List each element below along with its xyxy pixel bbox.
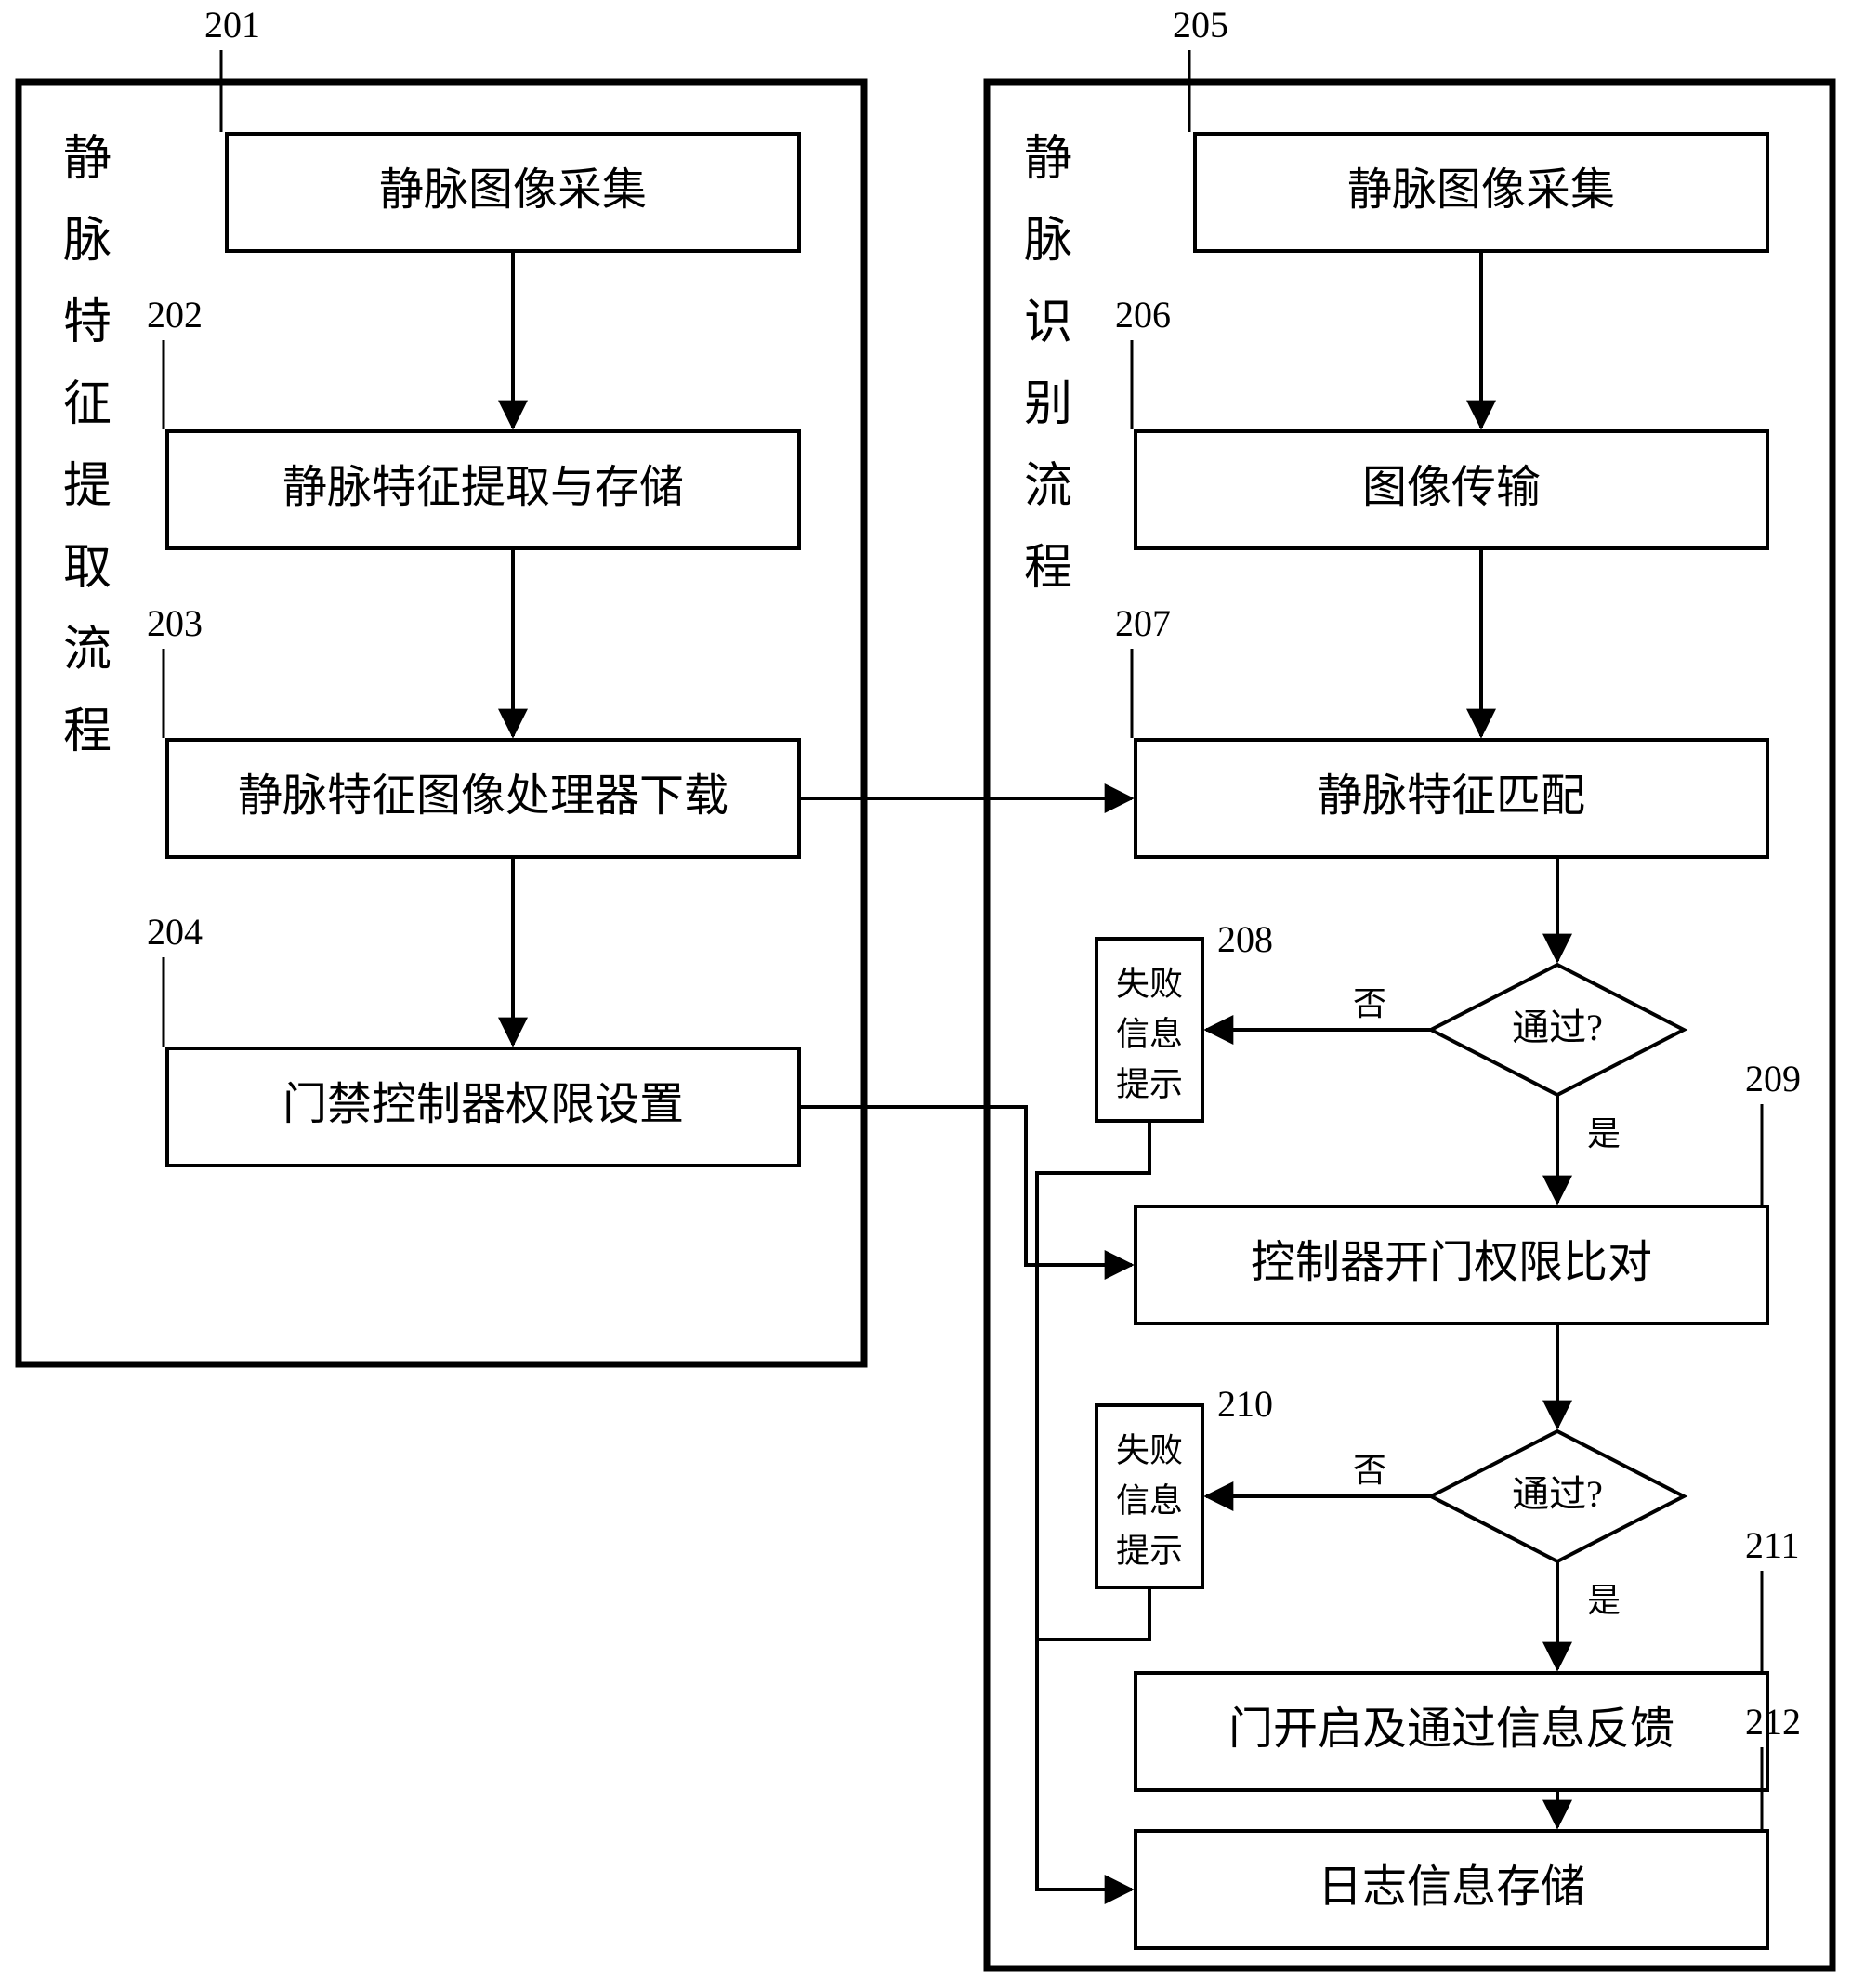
svg-text:提示: 提示 xyxy=(1116,1532,1183,1569)
svg-text:门禁控制器权限设置: 门禁控制器权限设置 xyxy=(282,1080,684,1129)
svg-text:204: 204 xyxy=(147,911,203,953)
svg-text:208: 208 xyxy=(1217,918,1273,960)
svg-text:特: 特 xyxy=(63,296,112,349)
svg-text:202: 202 xyxy=(147,294,203,336)
svg-text:信息: 信息 xyxy=(1116,1015,1183,1052)
svg-text:静: 静 xyxy=(63,133,112,186)
svg-text:静: 静 xyxy=(1024,133,1072,186)
svg-text:信息: 信息 xyxy=(1116,1481,1183,1519)
svg-text:识: 识 xyxy=(1024,296,1072,349)
svg-text:静脉特征提取与存储: 静脉特征提取与存储 xyxy=(282,463,684,512)
svg-text:程: 程 xyxy=(1024,542,1072,595)
svg-text:否: 否 xyxy=(1353,985,1386,1022)
svg-text:206: 206 xyxy=(1115,294,1171,336)
svg-text:流: 流 xyxy=(63,624,112,677)
svg-text:控制器开门权限比对: 控制器开门权限比对 xyxy=(1251,1238,1652,1287)
svg-text:211: 211 xyxy=(1745,1524,1800,1566)
svg-text:门开启及通过信息反馈: 门开启及通过信息反馈 xyxy=(1228,1705,1674,1754)
svg-text:提示: 提示 xyxy=(1116,1065,1183,1102)
flowchart-svg: 静脉特征提取流程静脉图像采集201静脉特征提取与存储202静脉特征图像处理器下载… xyxy=(0,0,1851,1988)
svg-text:脉: 脉 xyxy=(1024,215,1072,268)
svg-text:静脉特征匹配: 静脉特征匹配 xyxy=(1318,771,1585,821)
svg-text:是: 是 xyxy=(1587,1115,1621,1152)
svg-text:通过?: 通过? xyxy=(1512,1473,1603,1515)
svg-text:203: 203 xyxy=(147,602,203,644)
svg-text:别: 别 xyxy=(1024,378,1072,431)
svg-text:日志信息存储: 日志信息存储 xyxy=(1318,1863,1585,1912)
svg-text:209: 209 xyxy=(1745,1058,1801,1099)
svg-text:205: 205 xyxy=(1173,4,1228,46)
svg-text:207: 207 xyxy=(1115,602,1171,644)
svg-text:是: 是 xyxy=(1587,1582,1621,1619)
svg-text:210: 210 xyxy=(1217,1383,1273,1425)
svg-text:流: 流 xyxy=(1024,460,1072,513)
svg-text:201: 201 xyxy=(204,4,260,46)
svg-text:提: 提 xyxy=(63,460,112,513)
svg-text:征: 征 xyxy=(63,378,112,431)
svg-text:静脉图像采集: 静脉图像采集 xyxy=(379,165,647,215)
svg-text:静脉特征图像处理器下载: 静脉特征图像处理器下载 xyxy=(238,771,729,821)
svg-text:失败: 失败 xyxy=(1116,965,1183,1002)
svg-text:取: 取 xyxy=(63,542,112,595)
svg-text:否: 否 xyxy=(1353,1452,1386,1489)
svg-text:静脉图像采集: 静脉图像采集 xyxy=(1347,165,1615,215)
svg-text:脉: 脉 xyxy=(63,215,112,268)
svg-text:通过?: 通过? xyxy=(1512,1007,1603,1048)
svg-text:212: 212 xyxy=(1745,1701,1801,1743)
svg-text:程: 程 xyxy=(63,705,112,758)
svg-text:失败: 失败 xyxy=(1116,1431,1183,1468)
svg-text:图像传输: 图像传输 xyxy=(1362,463,1541,512)
